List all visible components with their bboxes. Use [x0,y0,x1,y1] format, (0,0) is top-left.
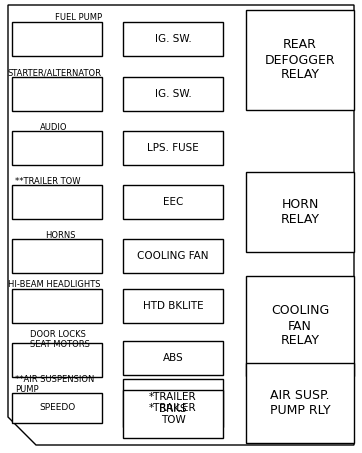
Bar [123,131,223,165]
Text: FUEL PUMP: FUEL PUMP [55,13,102,22]
Bar [12,289,102,323]
Text: HORN
RELAY: HORN RELAY [281,198,320,226]
Text: HORNS: HORNS [45,231,76,240]
Bar [123,77,223,111]
Text: COOLING
FAN
RELAY: COOLING FAN RELAY [271,304,329,347]
Bar [123,22,223,56]
Bar [12,393,102,423]
Bar [123,239,223,273]
Bar [246,363,354,443]
Text: ABS: ABS [163,353,184,363]
Text: LPS. FUSE: LPS. FUSE [147,143,199,153]
Text: *TRAILER
BRKS: *TRAILER BRKS [149,392,197,414]
Text: STARTER/ALTERNATOR: STARTER/ALTERNATOR [8,68,102,77]
Bar [123,341,223,375]
Bar [12,239,102,273]
Text: COOLING FAN: COOLING FAN [137,251,209,261]
Bar [12,77,102,111]
Text: IG. SW.: IG. SW. [155,89,191,99]
Text: HI-BEAM HEADLIGHTS: HI-BEAM HEADLIGHTS [8,280,101,289]
Bar [12,131,102,165]
Text: **TRAILER TOW: **TRAILER TOW [15,177,80,186]
Text: DOOR LOCKS
SEAT MOTORS: DOOR LOCKS SEAT MOTORS [30,330,90,349]
Bar [12,343,102,377]
Text: **AIR SUSPENSION
PUMP: **AIR SUSPENSION PUMP [15,375,94,395]
Text: *TRAILER
TOW: *TRAILER TOW [149,403,197,425]
Bar [246,10,354,110]
Bar [123,289,223,323]
Text: REAR
DEFOGGER
RELAY: REAR DEFOGGER RELAY [265,39,335,82]
Bar [12,185,102,219]
Text: SPEEDO: SPEEDO [39,404,75,413]
Text: AUDIO: AUDIO [40,123,67,132]
Bar [123,185,223,219]
Bar [246,172,354,252]
Text: AIR SUSP.
PUMP RLY: AIR SUSP. PUMP RLY [270,389,330,417]
Bar [123,379,223,427]
Text: IG. SW.: IG. SW. [155,34,191,44]
Bar [123,390,223,438]
Text: EEC: EEC [163,197,183,207]
Text: HTD BKLITE: HTD BKLITE [143,301,203,311]
Bar [12,22,102,56]
Bar [246,276,354,376]
